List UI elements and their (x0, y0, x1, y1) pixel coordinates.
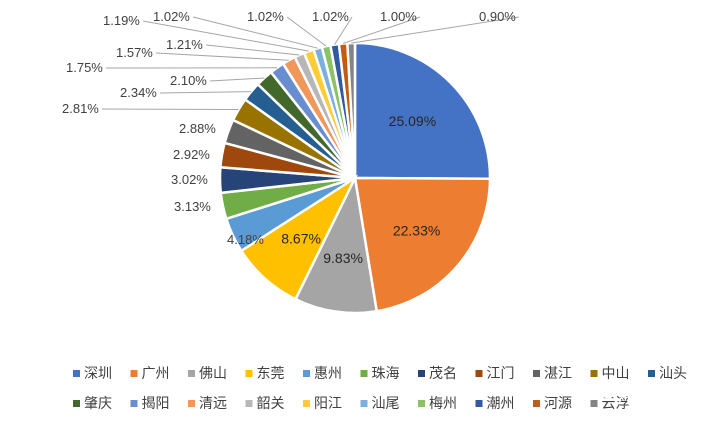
data-labels: 25.09% 22.33% 9.83%8.67% 4.18% 3.13% 3.02% 2.9… (62, 9, 516, 266)
legend-marker-8 (475, 370, 483, 377)
watermark: 兰财税海研语 (600, 385, 700, 402)
legend-marker-6 (360, 370, 368, 377)
legend-marker-3 (188, 370, 195, 377)
legend-marker-14 (188, 400, 195, 407)
leader-line-20 (342, 16, 421, 44)
data-label-5: 4.18% (227, 232, 264, 247)
legend-label-3: 佛山 (199, 366, 227, 382)
legend-marker-15 (245, 400, 253, 407)
legend-label-8: 江门 (487, 366, 515, 382)
legend-marker-19 (475, 400, 483, 407)
legend-marker-4 (245, 370, 253, 377)
leader-line-15 (205, 44, 300, 56)
leader-line-18 (286, 16, 327, 47)
pie-slice-3 (293, 173, 379, 315)
data-label-15: 1.21% (166, 37, 203, 52)
data-label-14: 1.57% (116, 45, 153, 60)
leader-line-10 (101, 108, 239, 110)
legend-marker-1 (73, 370, 80, 377)
data-label-16: 1.19% (103, 13, 140, 28)
pie-slices (218, 41, 492, 315)
legend-marker-10 (590, 370, 598, 377)
watermark-text: 兰财税海研语 (622, 386, 700, 401)
legend-marker-5 (303, 370, 310, 377)
leader-line-16 (142, 20, 309, 52)
legend-label-20: 河源 (544, 396, 572, 412)
legend-label-1: 深圳 (84, 366, 112, 382)
data-label-8: 2.92% (173, 147, 210, 162)
legend-label-9: 湛江 (544, 366, 572, 382)
data-label-10: 2.81% (62, 101, 99, 116)
wechat-icon (600, 385, 623, 402)
data-label-13: 1.75% (66, 60, 103, 75)
legend-marker-21 (590, 400, 598, 407)
legend-marker-9 (533, 370, 540, 377)
data-label-12: 2.10% (170, 73, 207, 88)
data-label-17: 1.02% (153, 9, 190, 24)
legend-label-15: 韶关 (257, 396, 285, 412)
legend-label-4: 东莞 (257, 366, 285, 382)
leader-line-12 (209, 77, 265, 82)
pie-slice-2 (353, 176, 492, 313)
data-label-6: 3.13% (174, 199, 211, 214)
legend-marker-18 (418, 400, 425, 407)
leader-lines (101, 16, 520, 110)
legend-label-14: 清远 (199, 396, 227, 412)
data-label-11: 2.34% (120, 85, 157, 100)
legend-marker-16 (303, 400, 310, 407)
data-label-7: 3.02% (171, 172, 208, 187)
leader-line-19 (334, 16, 353, 45)
legend-label-18: 梅州 (429, 396, 457, 412)
data-label-4: 8.67% (281, 230, 321, 246)
legend-label-6: 珠海 (372, 366, 400, 382)
leader-line-21 (351, 16, 520, 44)
legend-label-5: 惠州 (314, 366, 342, 382)
legend-label-19: 潮州 (487, 396, 515, 412)
data-label-1: 25.09% (389, 113, 436, 129)
pie-slice-1 (353, 41, 492, 181)
data-label-2: 22.33% (393, 223, 440, 239)
data-label-19: 1.02% (312, 9, 349, 24)
legend-label-21: 云浮 (602, 396, 630, 412)
data-label-20: 1.00% (380, 9, 417, 24)
legend-marker-7 (418, 370, 425, 377)
legend-marker-20 (533, 400, 540, 407)
leader-line-11 (159, 91, 252, 94)
legend-label-7: 茂名 (429, 365, 457, 382)
data-label-3: 9.83% (323, 250, 363, 266)
legend-marker-13 (130, 400, 138, 407)
data-label-21: 0.90% (479, 9, 516, 24)
legend-label-11: 汕头 (659, 366, 687, 382)
legend-label-2: 广州 (142, 366, 170, 382)
legend-label-10: 中山 (602, 366, 630, 382)
legend-label-13: 揭阳 (142, 396, 170, 412)
legend-label-16: 阳江 (314, 396, 342, 412)
data-label-18: 1.02% (247, 9, 284, 24)
legend-label-12: 肇庆 (84, 396, 112, 412)
legend-label-17: 汕尾 (372, 396, 400, 412)
data-label-9: 2.88% (179, 121, 216, 136)
leader-line-17 (192, 16, 318, 49)
legend-marker-17 (360, 400, 368, 407)
leader-line-14 (155, 52, 289, 61)
legend-marker-2 (130, 370, 138, 377)
legend-marker-11 (648, 370, 655, 377)
legend-marker-12 (73, 400, 80, 407)
